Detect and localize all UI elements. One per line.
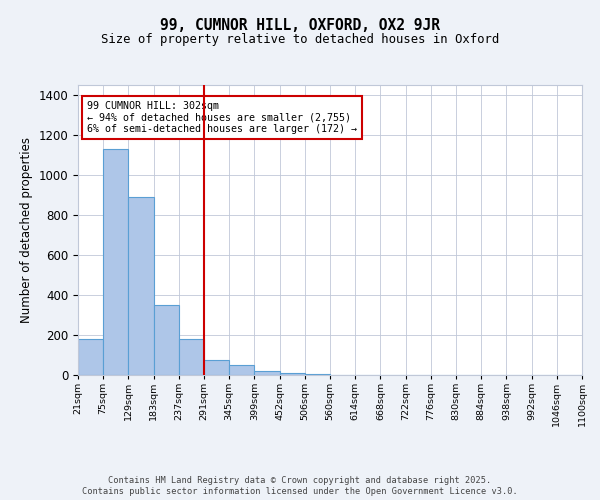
Bar — [305, 374, 330, 375]
Text: Contains HM Land Registry data © Crown copyright and database right 2025.: Contains HM Land Registry data © Crown c… — [109, 476, 491, 485]
Bar — [128, 197, 154, 375]
Text: Contains public sector information licensed under the Open Government Licence v3: Contains public sector information licen… — [82, 488, 518, 496]
Bar — [204, 360, 229, 375]
Bar — [179, 339, 204, 375]
Bar — [229, 365, 254, 375]
Y-axis label: Number of detached properties: Number of detached properties — [20, 137, 33, 323]
Bar — [280, 373, 305, 375]
Text: 99 CUMNOR HILL: 302sqm
← 94% of detached houses are smaller (2,755)
6% of semi-d: 99 CUMNOR HILL: 302sqm ← 94% of detached… — [87, 101, 357, 134]
Text: 99, CUMNOR HILL, OXFORD, OX2 9JR: 99, CUMNOR HILL, OXFORD, OX2 9JR — [160, 18, 440, 32]
Bar — [103, 149, 128, 375]
Bar — [254, 371, 280, 375]
Bar — [154, 305, 179, 375]
Text: Size of property relative to detached houses in Oxford: Size of property relative to detached ho… — [101, 32, 499, 46]
Bar — [78, 339, 103, 375]
